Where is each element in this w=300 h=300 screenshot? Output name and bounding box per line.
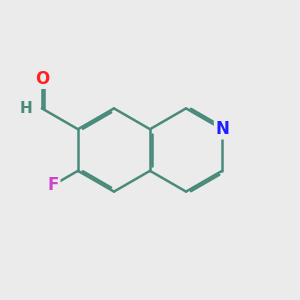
- Text: O: O: [35, 70, 49, 88]
- Text: F: F: [48, 176, 59, 194]
- Text: H: H: [19, 101, 32, 116]
- Text: N: N: [215, 120, 229, 138]
